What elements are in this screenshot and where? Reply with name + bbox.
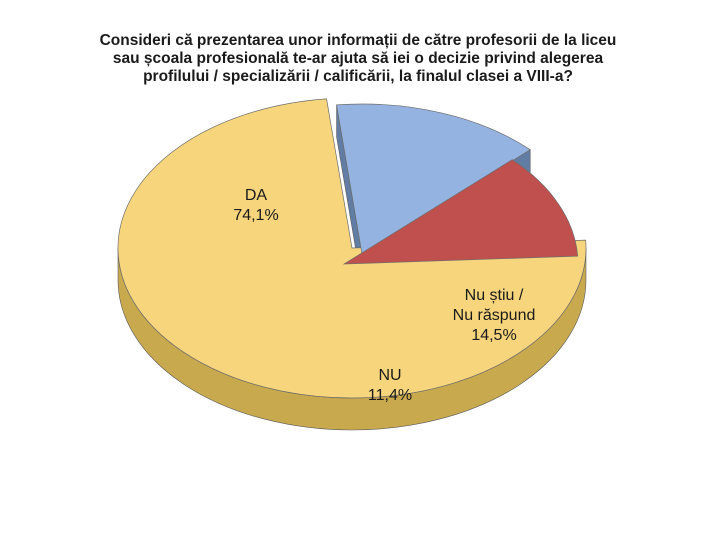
pie-slice	[336, 103, 531, 255]
slice-label: Nu știu / Nu răspund 14,5%	[453, 287, 536, 344]
pie-slice	[342, 159, 579, 265]
slice-label-line: DA	[245, 187, 268, 204]
pie-slice	[117, 98, 587, 399]
slice-label-line: 14,5%	[471, 327, 516, 344]
slice-label-line: Nu știu /	[465, 287, 524, 304]
slice-label: DA 74,1%	[233, 187, 278, 224]
slice-label-line: Nu răspund	[453, 307, 536, 324]
slice-label-line: NU	[378, 367, 401, 384]
chart-title-line: sau școala profesională te-ar ajuta să i…	[112, 50, 604, 67]
chart-title-line: Consideri că prezentarea unor informații…	[99, 32, 617, 49]
chart-title: Consideri că prezentarea unor informații…	[80, 32, 636, 86]
slice-label-line: 74,1%	[233, 207, 278, 224]
slice-label-line: 11,4%	[368, 387, 412, 404]
slice-label: NU 11,4%	[368, 367, 412, 404]
chart-title-line: profilului / specializării / calificării…	[143, 68, 573, 85]
